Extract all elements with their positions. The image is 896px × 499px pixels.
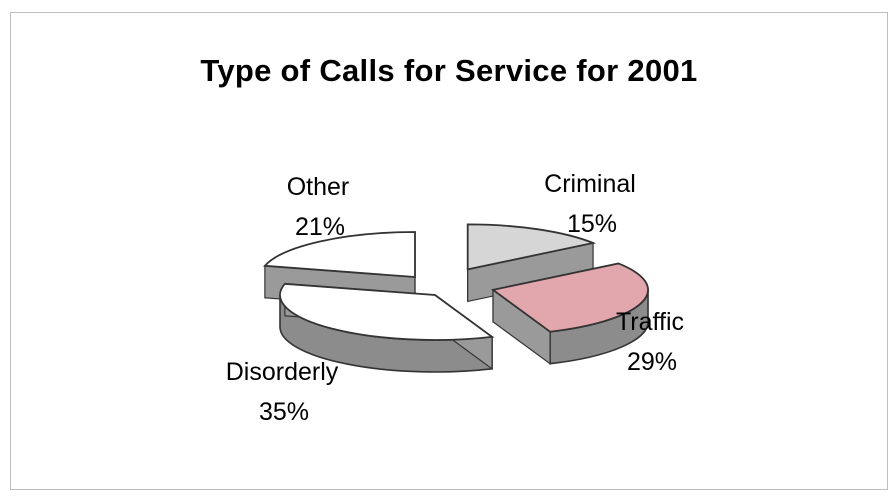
slice-label-disorderly: Disorderly xyxy=(226,358,339,386)
slice-label-other: Other xyxy=(287,173,350,201)
pie-top-disorderly xyxy=(279,282,495,341)
slice-percent-disorderly: 35% xyxy=(259,398,309,426)
slice-label-criminal: Criminal xyxy=(544,170,636,198)
slice-label-traffic: Traffic xyxy=(616,308,684,336)
chart-title: Type of Calls for Service for 2001 xyxy=(200,53,698,88)
pie-slice-criminal xyxy=(466,223,597,303)
slice-percent-other: 21% xyxy=(295,213,345,241)
pie-top-other xyxy=(262,231,416,278)
pie-top-traffic xyxy=(490,262,649,333)
pie-slice-traffic xyxy=(490,262,649,365)
pie-top-criminal xyxy=(466,223,597,271)
pie-slice-disorderly xyxy=(279,282,495,373)
slice-percent-criminal: 15% xyxy=(567,210,617,238)
slice-percent-traffic: 29% xyxy=(627,348,677,376)
chart-frame: Type of Calls for Service for 2001 xyxy=(10,12,888,490)
